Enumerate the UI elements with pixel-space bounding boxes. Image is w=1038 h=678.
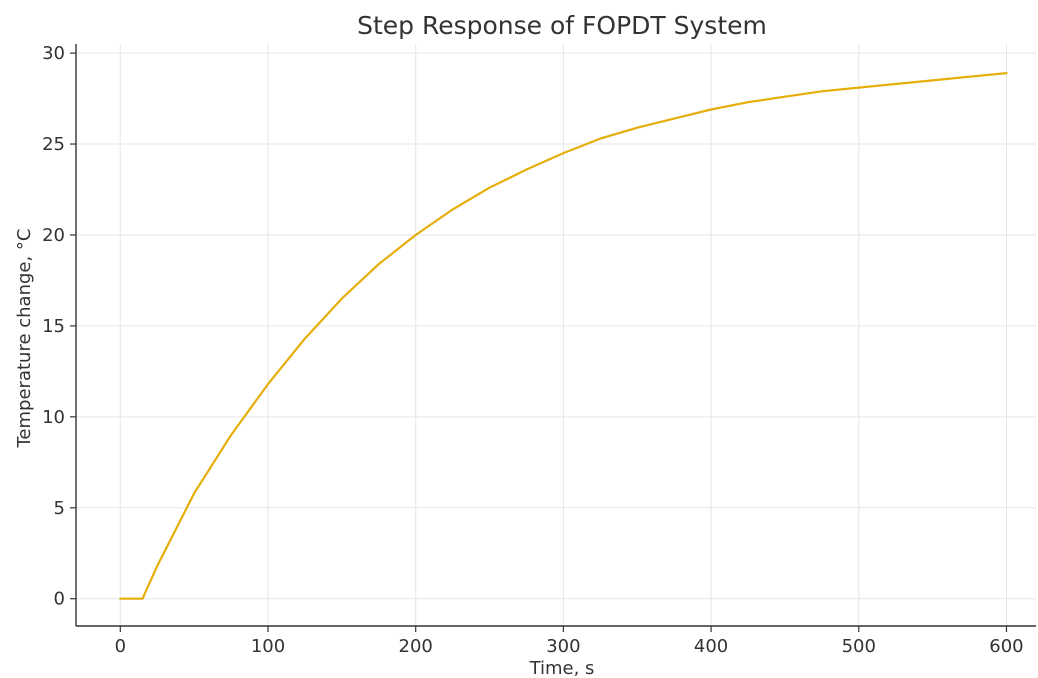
y-tick-label: 10 [42, 407, 65, 428]
x-tick-label: 0 [115, 636, 126, 657]
y-tick-label: 15 [42, 316, 65, 337]
x-tick-label: 200 [399, 636, 433, 657]
y-tick-label: 0 [54, 589, 65, 610]
x-axis-label: Time, s [529, 658, 595, 678]
series-layer [119, 71, 1008, 600]
chart-title: Step Response of FOPDT System [357, 11, 767, 40]
x-tick-label: 500 [842, 636, 876, 657]
y-tick-label: 25 [42, 134, 65, 155]
x-tick-label: 300 [546, 636, 580, 657]
x-tick-label: 100 [251, 636, 285, 657]
axes [75, 44, 1036, 627]
y-tick-label: 30 [42, 43, 65, 64]
x-tick-label: 400 [694, 636, 728, 657]
x-tick-label: 600 [989, 636, 1023, 657]
y-axis-label: Temperature change, °C [14, 229, 35, 449]
y-tick-label: 5 [54, 498, 65, 519]
y-tick-label: 20 [42, 225, 65, 246]
series-line [119, 71, 1008, 600]
ticks: 0 100 200 300 400 500 600 0 5 10 15 20 25 30 [42, 43, 1024, 657]
grid [76, 44, 1036, 626]
